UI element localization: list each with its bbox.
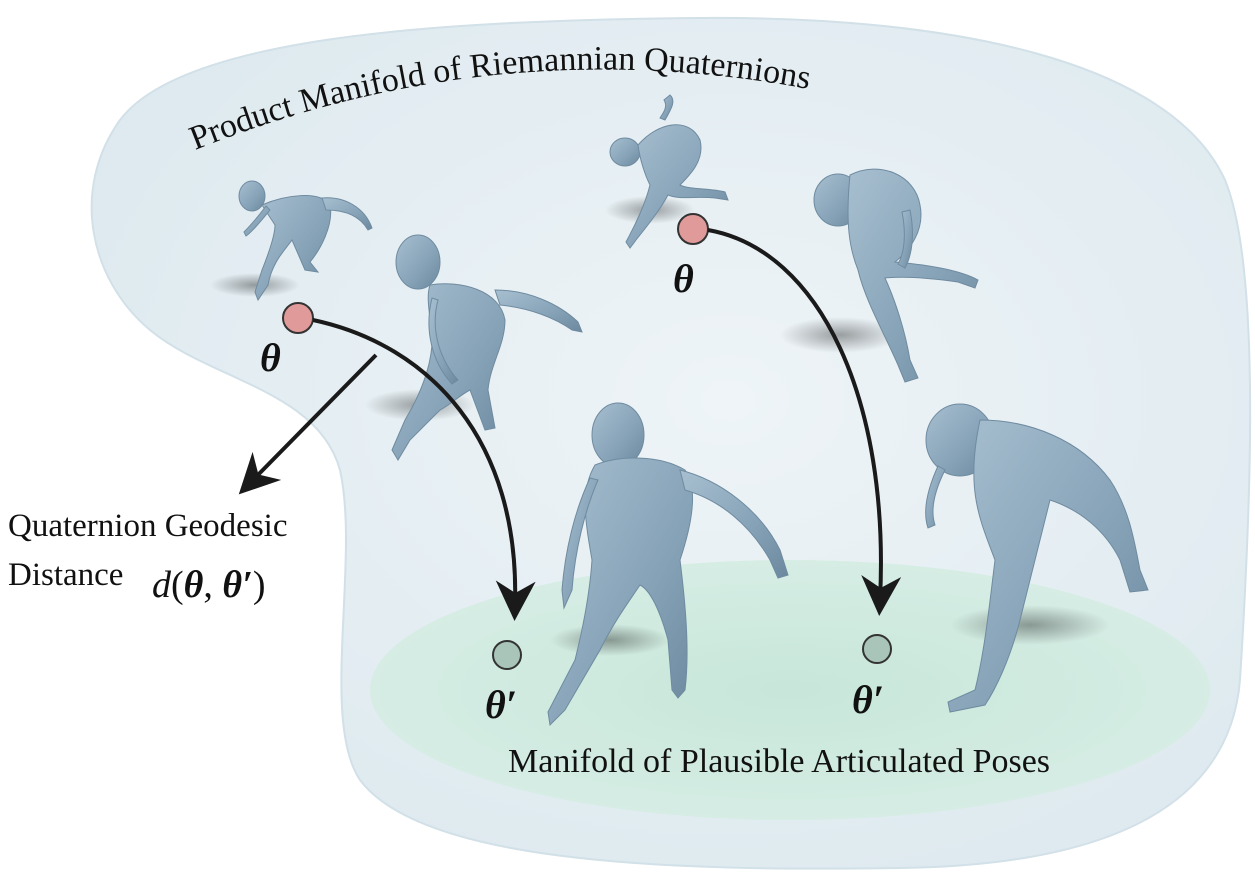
geodesic-arrow — [312, 318, 536, 621]
formula-comma: , — [203, 564, 213, 606]
pose-shadow — [950, 605, 1110, 645]
formula-open: ( — [171, 564, 184, 606]
formula-theta: θ — [184, 564, 204, 606]
source-point-marker — [677, 213, 709, 245]
pose-shadow — [780, 317, 900, 353]
distance-label-line2: Distance — [8, 557, 123, 593]
target-point-label: θ′ — [485, 682, 517, 727]
distance-pointer-arrow — [238, 353, 378, 495]
source-point-label: θ — [260, 335, 281, 380]
target-point-label: θ′ — [852, 677, 884, 722]
human-pose-figure — [391, 234, 583, 461]
distance-label-line1: Quaternion Geodesic — [8, 508, 288, 544]
distance-formula: d(θ, θ′) — [152, 564, 265, 606]
target-point-marker — [492, 640, 522, 670]
target-point-marker — [862, 634, 892, 664]
human-pose-figure — [925, 403, 1149, 713]
human-pose-figure — [609, 94, 729, 249]
source-point-marker — [282, 302, 314, 334]
inner-manifold-label: Manifold of Plausible Articulated Poses — [508, 743, 1050, 780]
human-pose-figure — [238, 180, 373, 302]
human-pose-figure — [547, 402, 789, 727]
formula-theta-prime: θ′ — [222, 564, 252, 606]
pose-shadow — [210, 273, 300, 297]
human-pose-figure — [813, 168, 979, 383]
geodesic-arrow — [707, 228, 902, 616]
formula-close: ) — [253, 564, 266, 606]
formula-d: d — [152, 564, 172, 606]
source-point-label: θ — [673, 256, 694, 301]
